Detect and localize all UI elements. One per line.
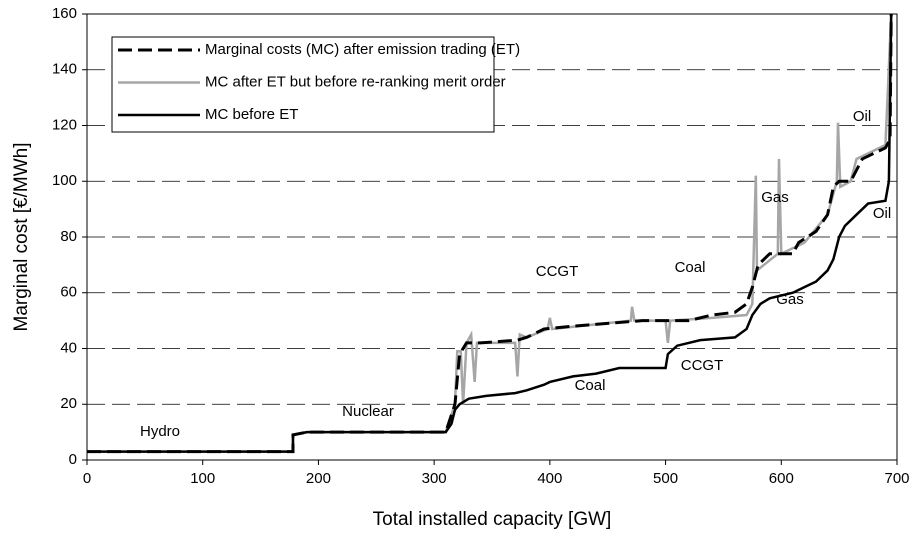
plot-frame xyxy=(86,13,898,461)
annotation: Nuclear xyxy=(342,403,394,420)
y-tick-label: 60 xyxy=(60,284,77,301)
legend-label: MC after ET but before re-ranking merit … xyxy=(205,73,506,90)
legend-label: Marginal costs (MC) after emission tradi… xyxy=(205,41,520,58)
x-tick-label: 200 xyxy=(306,470,331,487)
x-tick-label: 500 xyxy=(653,470,678,487)
y-tick-label: 40 xyxy=(60,339,77,356)
annotation: Oil xyxy=(873,205,891,222)
y-tick-label: 160 xyxy=(52,5,77,22)
x-tick-label: 400 xyxy=(537,470,562,487)
series-line xyxy=(87,13,893,453)
annotation: CCGT xyxy=(681,357,724,374)
x-tick-label: 300 xyxy=(422,470,447,487)
annotation: Gas xyxy=(776,291,804,308)
annotation: Gas xyxy=(761,189,789,206)
annotation: CCGT xyxy=(536,263,579,280)
y-tick-label: 0 xyxy=(69,451,77,468)
annotation: Hydro xyxy=(140,423,180,440)
y-tick-label: 80 xyxy=(60,228,77,245)
x-tick-label: 100 xyxy=(190,470,215,487)
y-tick-label: 120 xyxy=(52,116,77,133)
legend-label: MC before ET xyxy=(205,106,298,123)
x-tick-label: 600 xyxy=(769,470,794,487)
annotation: Coal xyxy=(675,259,706,276)
annotation: Coal xyxy=(575,377,606,394)
x-tick-label: 700 xyxy=(884,470,909,487)
y-tick-label: 20 xyxy=(60,395,77,412)
y-tick-label: 140 xyxy=(52,61,77,78)
series-line xyxy=(87,13,893,454)
annotation: Oil xyxy=(853,108,871,125)
y-tick-label: 100 xyxy=(52,172,77,189)
y-axis-title: Marginal cost [€/MWh] xyxy=(11,143,32,332)
x-axis-title: Total installed capacity [GW] xyxy=(373,509,612,530)
x-tick-label: 0 xyxy=(83,470,91,487)
